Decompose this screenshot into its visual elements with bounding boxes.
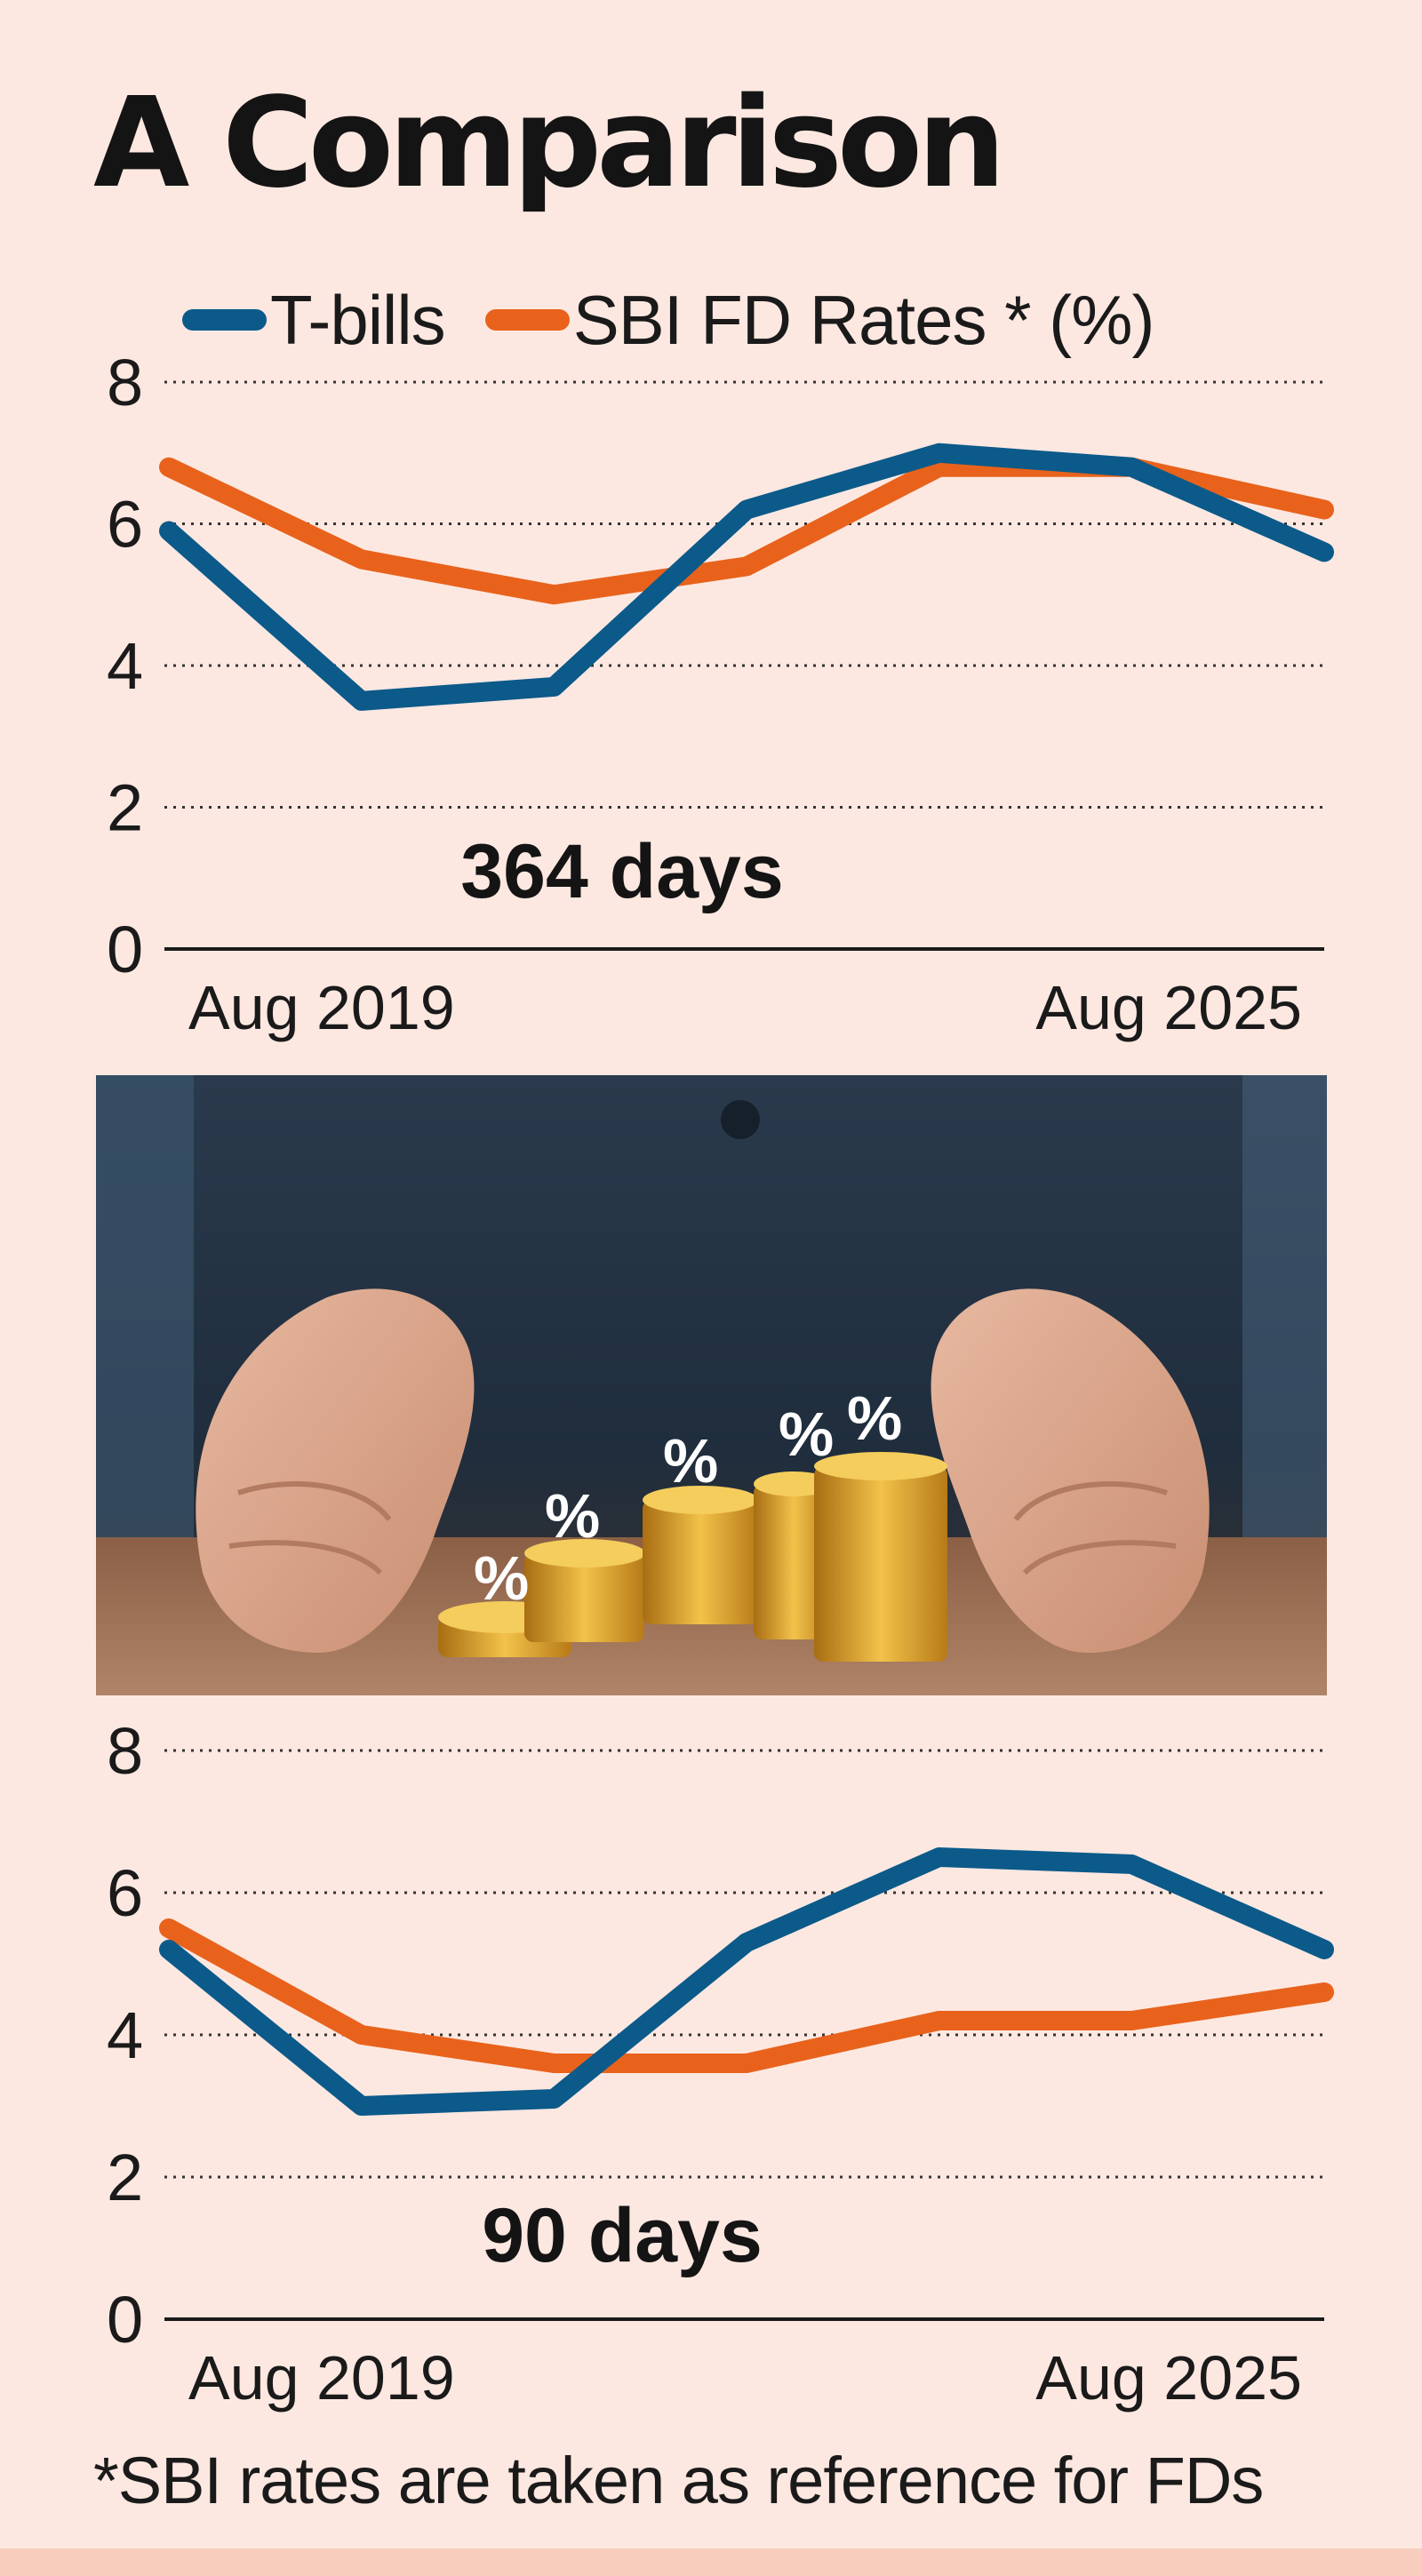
- legend-item-tbills: T-bills: [182, 280, 446, 361]
- footnote: *SBI rates are taken as reference for FD…: [93, 2444, 1264, 2517]
- chart-title: 364 days: [460, 829, 783, 914]
- percent-symbol: %: [474, 1543, 529, 1613]
- chart-364-days: 0 2 4 6 8 Aug 2019 Aug 2025 364 days: [107, 346, 1334, 1042]
- y-tick-label: 4: [107, 1998, 143, 2072]
- y-tick-label: 0: [107, 2283, 143, 2357]
- series-line-tbills: [159, 443, 1334, 711]
- legend-label-sbi: SBI FD Rates * (%): [572, 280, 1155, 359]
- y-tick-label: 8: [107, 346, 143, 419]
- y-tick-label: 2: [107, 771, 143, 845]
- y-tick-label: 4: [107, 629, 143, 703]
- percent-symbol: %: [545, 1481, 600, 1551]
- y-tick-label: 2: [107, 2141, 143, 2214]
- x-label-start: Aug 2019: [188, 2343, 455, 2413]
- legend-swatch-sbi: [484, 309, 570, 331]
- chart-90-days: 0 2 4 6 8 Aug 2019 Aug 2025 90 days: [107, 1714, 1334, 2413]
- page-title: A Comparison: [93, 71, 1006, 216]
- percent-symbol: %: [779, 1400, 834, 1469]
- y-tick-label: 6: [107, 488, 143, 562]
- percent-symbols: % % % % %: [474, 1384, 902, 1613]
- y-tick-label: 8: [107, 1714, 143, 1788]
- hands-protecting-coins-image: % % % % %: [96, 1075, 1327, 1695]
- x-label-end: Aug 2025: [1035, 2343, 1302, 2413]
- legend-swatch-tbills: [182, 309, 267, 331]
- percent-symbol: %: [663, 1426, 718, 1495]
- x-label-end: Aug 2025: [1035, 973, 1302, 1042]
- legend-item-sbi: SBI FD Rates * (%): [484, 280, 1155, 361]
- hands-protecting-coins-icon: % % % % %: [96, 1075, 1327, 1695]
- series-line-tbills: [159, 1847, 1334, 2116]
- legend-label-tbills: T-bills: [270, 280, 446, 359]
- y-tick-label: 6: [107, 1856, 143, 1930]
- coin-stacks: [438, 1452, 947, 1662]
- chart-legend: T-bills SBI FD Rates * (%): [182, 271, 1194, 369]
- y-tick-label: 0: [107, 913, 143, 986]
- chart-title: 90 days: [482, 2193, 763, 2278]
- series-line-sbi: [159, 1918, 1334, 2073]
- percent-symbol: %: [847, 1384, 902, 1453]
- x-label-start: Aug 2019: [188, 973, 455, 1042]
- bottom-strip: [0, 2548, 1422, 2576]
